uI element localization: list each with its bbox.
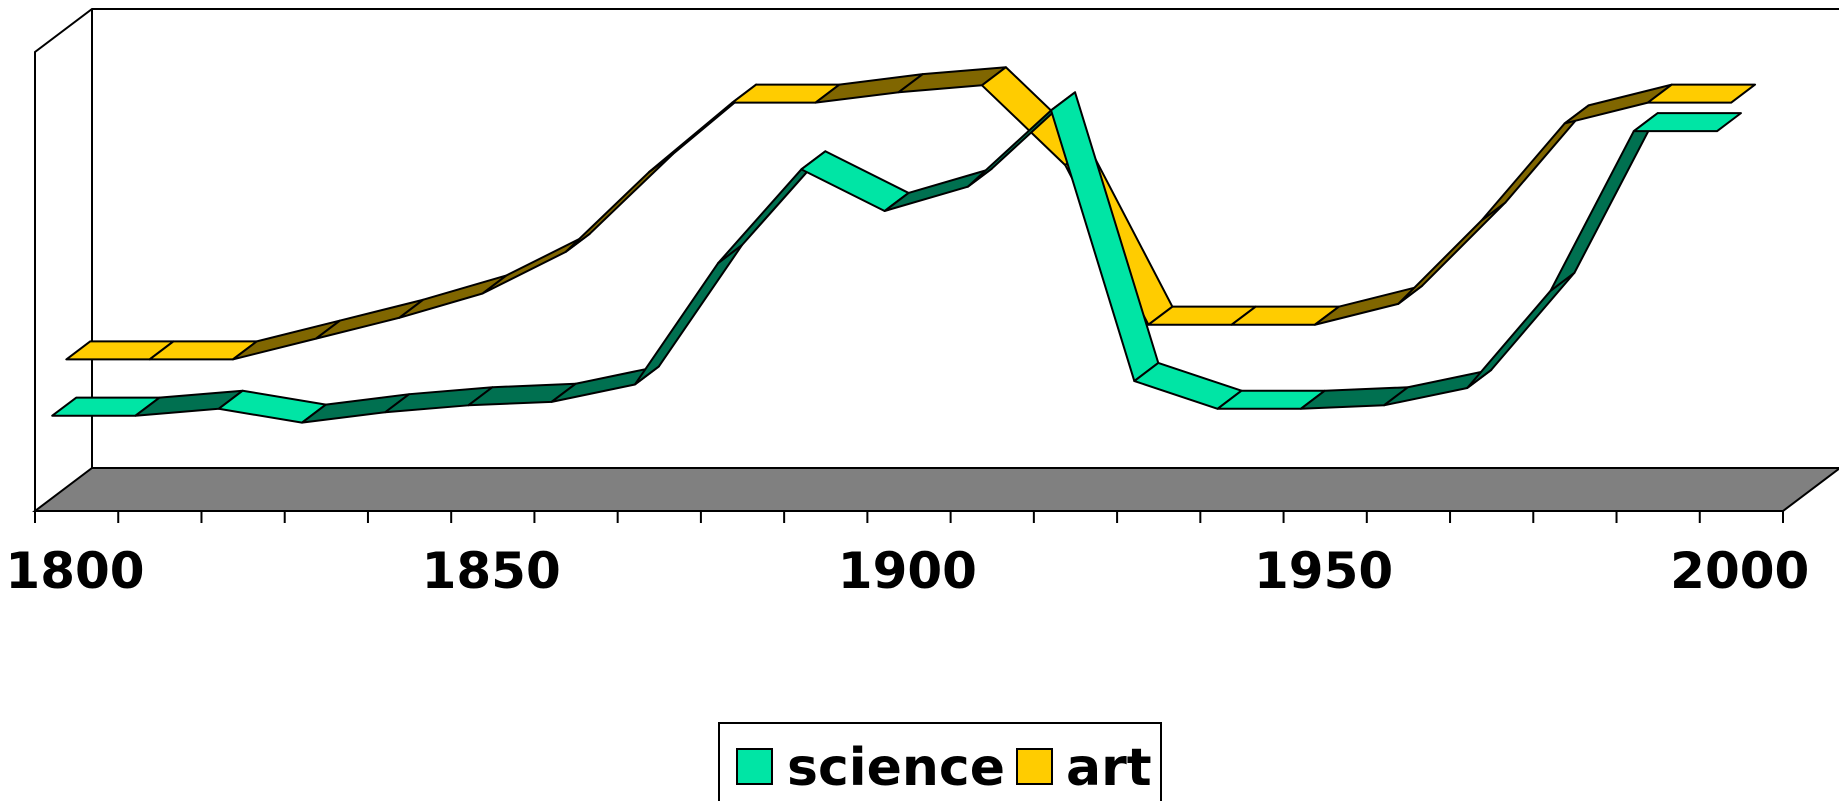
legend: science art [718,722,1162,801]
series-segment-art [315,298,425,340]
series-segment-science [800,150,910,212]
series-segment-art [1480,104,1590,222]
chart-floor [32,467,1839,512]
x-tick-label: 2000 [1670,542,1809,600]
series-segment-art [1646,83,1757,104]
series-segment-art [1397,201,1507,305]
x-tick-label: 1950 [1254,542,1393,600]
series-segment-science [1632,112,1742,133]
series-segment-art [398,274,508,319]
x-tick-label: 1800 [5,542,144,600]
legend-box [718,722,1162,801]
legend-swatch-science [736,748,773,785]
series-segment-science [633,243,744,386]
x-tick-label: 1850 [422,542,561,600]
series-segment-art [564,152,674,253]
x-axis-tick-labels: 1800 1850 1900 1950 2000 [5,542,1809,600]
series-segment-art [481,232,591,295]
legend-label-science: science [787,738,1005,798]
chart-back-wall-edge [34,8,1839,511]
series-ribbons [51,66,1757,424]
x-axis-ticks [34,511,1784,523]
x-tick-label: 1900 [838,542,977,600]
legend-label-art: art [1066,738,1152,798]
series-segment-science [1466,271,1576,389]
series-segment-science [1549,112,1659,292]
legend-swatch-art [1016,748,1053,785]
series-science [51,91,1742,424]
series-segment-art [231,319,342,361]
series-segment-art [1313,284,1424,326]
series-segment-science [1050,91,1160,383]
series-art [65,66,1757,361]
